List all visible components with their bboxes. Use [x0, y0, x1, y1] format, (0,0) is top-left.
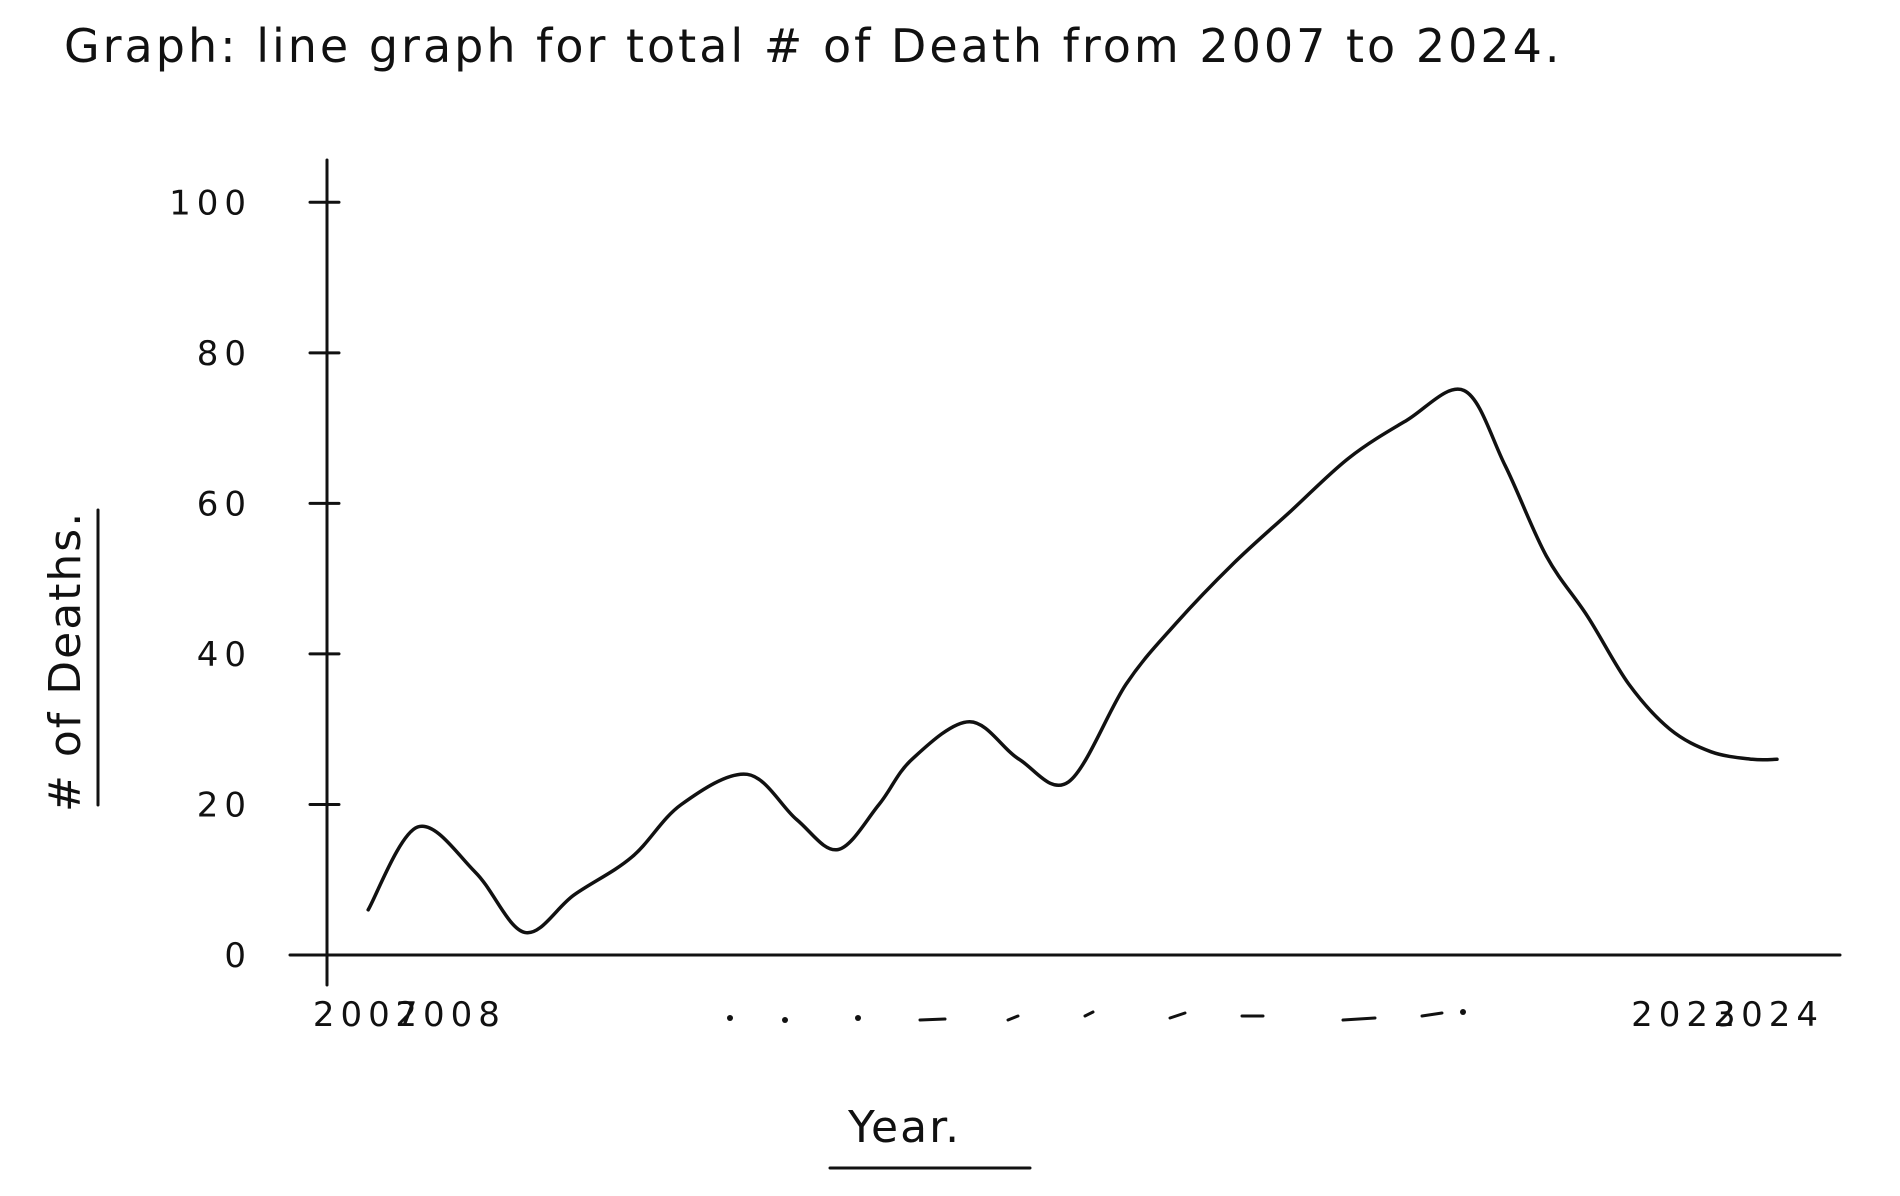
ellipsis-dot [782, 1017, 788, 1023]
x-tick-label: 2023 [1631, 995, 1742, 1035]
x-axis-title: Year. [847, 1102, 961, 1153]
y-tick-label: 60 [197, 484, 252, 524]
ellipsis-dash [1006, 1014, 1020, 1022]
x-tick-label: 2024 [1714, 995, 1825, 1035]
y-tick-label: 20 [197, 785, 252, 825]
y-ticks: 0 20 40 60 80 100 [169, 183, 341, 976]
y-tick-label: 100 [169, 183, 252, 223]
y-tick-label: 40 [197, 635, 252, 675]
ellipsis-dash [1083, 1010, 1095, 1018]
x-tick-label: 2008 [395, 995, 506, 1035]
ellipsis-dot [727, 1015, 733, 1021]
ellipsis-dash [1341, 1016, 1377, 1022]
series-line [366, 387, 1779, 935]
x-tick-label: 2007 [313, 995, 424, 1035]
x-ellipsis-marks [727, 1009, 1466, 1023]
ellipsis-dash [1420, 1011, 1444, 1018]
ellipsis-dash [918, 1017, 947, 1022]
y-tick-label: 80 [197, 334, 252, 374]
chart-title: Graph: line graph for total # of Death f… [64, 19, 1563, 73]
y-tick-label: 0 [224, 936, 252, 976]
y-axis-title: # of Deaths. [40, 511, 91, 812]
ellipsis-dot [855, 1015, 861, 1021]
ellipsis-dash [1168, 1011, 1187, 1020]
ellipsis-dot [1460, 1009, 1466, 1015]
